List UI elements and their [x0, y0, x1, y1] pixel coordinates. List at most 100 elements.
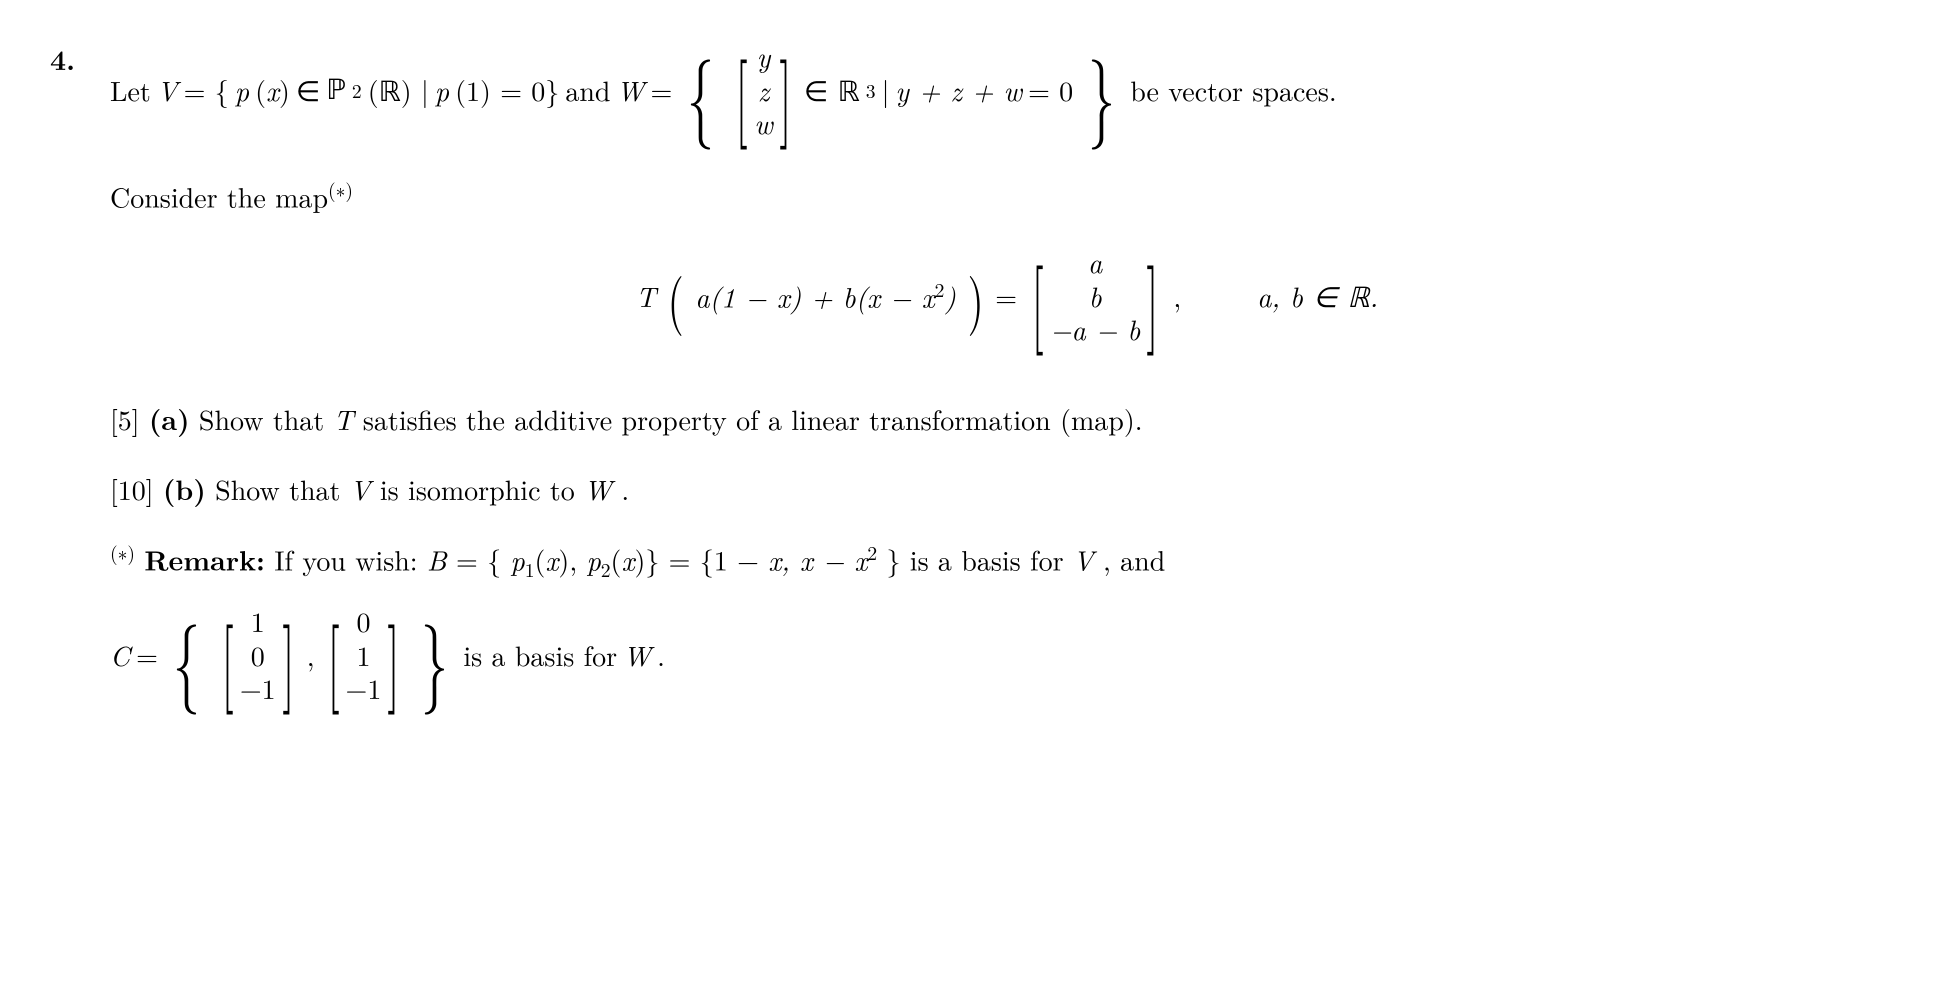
brace-left-c-icon: { — [173, 633, 200, 678]
is-basis-text: is a basis for — [463, 636, 617, 675]
remark-comma: , and — [1103, 539, 1165, 579]
arg-text: a(1 − x) + b(x − x — [695, 277, 934, 317]
remark-bold: Remark: — [144, 539, 265, 579]
sub-2r: 2 — [601, 555, 611, 583]
text-p1-eq: (1) = 0} — [455, 71, 559, 110]
consider-line: Consider the map(∗) — [110, 176, 1904, 217]
var-p: p — [235, 71, 249, 110]
bracket-left-icon: [ — [735, 68, 748, 113]
text-eq2: = — [650, 71, 672, 110]
sup-star: (∗) — [328, 175, 353, 203]
bracket-left-icon: [ — [327, 633, 340, 678]
text-a1: Show that — [199, 399, 334, 439]
cond-expr: y + z + w — [895, 71, 1022, 110]
sup-3: 3 — [866, 77, 876, 104]
big-paren-right-icon: ) — [967, 282, 983, 312]
x-terms: x, x − x — [768, 539, 867, 579]
v2-3: −1 — [346, 672, 382, 706]
label-b-bold: (b) — [163, 469, 206, 509]
vec-b: b — [1089, 280, 1102, 314]
v2-2: 1 — [356, 639, 370, 673]
var-B: B — [427, 539, 447, 579]
v1-3: −1 — [240, 672, 276, 706]
remark-text: If you wish: — [274, 539, 427, 579]
text-a2: satisfies the additive property of a lin… — [363, 399, 1143, 439]
v1-2: 0 — [251, 639, 265, 673]
vec-w: w — [754, 107, 773, 141]
problem-number: 4. — [50, 40, 90, 79]
text-eq-set: = { — [184, 71, 229, 110]
p1-x: (x), — [535, 539, 587, 579]
cond-zero: = 0 — [1028, 71, 1073, 110]
period-c: . — [657, 636, 665, 675]
label-a: (a) — [149, 399, 190, 439]
bracket-right-icon: ] — [388, 633, 401, 678]
brace-left-icon: { — [687, 68, 714, 113]
remark: (∗) Remark: If you wish: B = { p1(x), p2… — [110, 537, 1904, 585]
label-a-bold: (a) — [149, 399, 190, 439]
text-in: ∈ — [296, 71, 320, 110]
bracket-left-icon: [ — [221, 633, 234, 678]
bracket-left-icon: [ — [1031, 274, 1044, 319]
var-V-b: V — [350, 469, 371, 509]
remark-end: } is a basis for — [886, 539, 1072, 579]
c-eq: = — [136, 636, 158, 675]
problem-body: Let V = { p (x) ∈ ℙ2(ℝ) | p (1) = 0} and… — [110, 40, 1904, 706]
comma: , — [1173, 277, 1181, 316]
basis-vec-2: [ 0 1 −1 ] — [321, 605, 407, 706]
vec-content: y z w — [754, 40, 773, 141]
var-p1r: p — [510, 539, 524, 579]
text-consider: Consider the map — [110, 176, 328, 216]
brace-right-icon: } — [1088, 68, 1115, 113]
var-V: V — [157, 71, 178, 110]
text-in-R3: ∈ ℝ — [804, 71, 860, 110]
text-b3: . — [621, 469, 629, 509]
bracket-right-icon: ] — [1147, 274, 1160, 319]
map-arg: a(1 − x) + b(x − x2) — [695, 276, 956, 317]
big-paren-left-icon: ( — [667, 282, 683, 312]
var-p1: p — [435, 71, 449, 110]
var-T-a: T — [334, 399, 354, 439]
remark-sup: (∗) — [110, 538, 135, 566]
brace-right-c-icon: } — [421, 633, 448, 678]
map-definition: T ( a(1 − x) + b(x − x2) ) = [ a b −a − … — [110, 246, 1904, 347]
p2-x: (x)} = {1 − — [611, 539, 769, 579]
text-b1: Show that — [215, 469, 350, 509]
sub-2: 2 — [352, 77, 362, 104]
problem-4: 4. Let V = { p (x) ∈ ℙ2(ℝ) | p (1) = 0} … — [50, 40, 1904, 706]
text-paren-x: (x) — [255, 71, 290, 110]
marks-b: [10] — [110, 469, 154, 509]
basis-C: C = { [ 1 0 −1 ] , [ 0 1 −1 ] — [110, 605, 1904, 706]
definition-line: Let V = { p (x) ∈ ℙ2(ℝ) | p (1) = 0} and… — [110, 40, 1904, 141]
paren-R: (ℝ) | — [368, 71, 429, 110]
arg-end: ) — [944, 277, 955, 317]
var-W: W — [616, 71, 644, 110]
vec-z: z — [758, 74, 769, 108]
vec-content: 1 0 −1 — [240, 605, 276, 706]
set-P2R: ℙ — [326, 71, 346, 110]
v1-1: 1 — [251, 605, 265, 639]
comma-c: , — [307, 636, 315, 675]
part-a: [5] (a) Show that T satisfies the additi… — [110, 397, 1904, 442]
var-C: C — [110, 636, 130, 675]
v2-1: 0 — [356, 605, 370, 639]
sub-1r: 1 — [525, 555, 535, 583]
vec-a: a — [1088, 246, 1102, 280]
basis-vec-1: [ 1 0 −1 ] — [215, 605, 301, 706]
vector-yzw: [ y z w ] — [729, 40, 798, 141]
ab-in-R: a, b ∈ ℝ. — [1257, 277, 1378, 316]
bracket-right-icon: ] — [282, 633, 295, 678]
text-be-vs: be vector spaces. — [1130, 71, 1336, 110]
part-b: [10] (b) Show that V is isomorphic to W … — [110, 467, 1904, 512]
text-b2: is isomorphic to — [380, 469, 584, 509]
text-let: Let — [110, 71, 151, 110]
sup-2: 2 — [935, 275, 945, 303]
marks-a: [5] — [110, 399, 140, 439]
var-W-c: W — [623, 636, 651, 675]
remark-eq: = { — [456, 539, 501, 579]
vec-content: 0 1 −1 — [346, 605, 382, 706]
vec-content: a b −a − b — [1050, 246, 1140, 347]
sup-2r: 2 — [867, 538, 877, 566]
result-vector: [ a b −a − b ] — [1025, 246, 1165, 347]
bracket-right-icon: ] — [779, 68, 792, 113]
